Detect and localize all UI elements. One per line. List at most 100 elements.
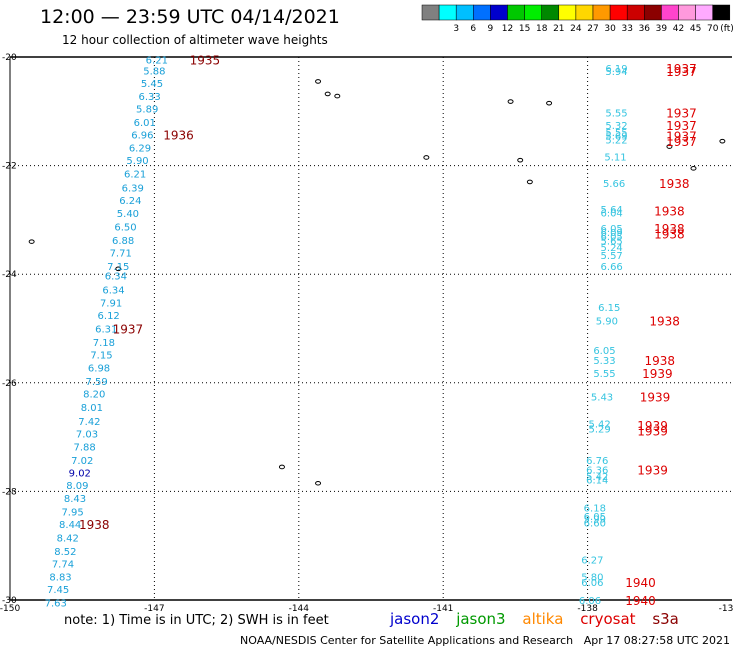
wave-height-value: 5.90 bbox=[596, 316, 618, 327]
island-outline bbox=[507, 99, 514, 104]
wave-height-value: 6.15 bbox=[598, 303, 620, 314]
colorbar-tick: 45 bbox=[690, 24, 701, 34]
legend-jason2: jason2 bbox=[390, 610, 440, 628]
colorbar-tick: 6 bbox=[470, 24, 476, 34]
island-outline bbox=[315, 480, 322, 486]
wave-height-value: 5.55 bbox=[605, 108, 627, 119]
island-outline bbox=[278, 464, 285, 470]
wave-height-value: 5.43 bbox=[591, 392, 613, 403]
lat-tick-label: -24 bbox=[2, 270, 17, 280]
colorbar-tick: 21 bbox=[553, 24, 564, 34]
wave-height-value: 6.01 bbox=[134, 118, 156, 129]
lon-tick-label: -138 bbox=[577, 604, 598, 614]
time-label: 1937 bbox=[666, 135, 697, 149]
wave-height-value: 6.05 bbox=[601, 224, 623, 235]
colorbar-tick: 12 bbox=[502, 24, 513, 34]
wave-height-value: 6.05 bbox=[601, 232, 623, 243]
wave-height-value: 7.42 bbox=[78, 417, 100, 428]
wave-height-value: 6.36 bbox=[586, 466, 608, 477]
wave-height-value: 5.89 bbox=[136, 105, 158, 116]
footer-timestamp: Apr 17 08:27:58 UTC 2021 bbox=[583, 634, 730, 647]
footnote: note: 1) Time is in UTC; 2) SWH is in fe… bbox=[64, 613, 329, 628]
time-label: 1936 bbox=[163, 129, 194, 143]
wave-height-value: 5.94 bbox=[605, 67, 627, 78]
wave-height-value: 5.33 bbox=[593, 356, 615, 367]
wave-height-value: 7.74 bbox=[52, 560, 74, 571]
colorbar-tick: 36 bbox=[639, 24, 651, 34]
lon-tick-label: -150 bbox=[0, 604, 20, 614]
wave-height-value: 5.66 bbox=[603, 179, 625, 190]
wave-height-value: 7.45 bbox=[47, 585, 69, 596]
wave-height-value: 6.31 bbox=[95, 325, 117, 336]
lon-tick-label: -147 bbox=[144, 604, 164, 614]
wave-height-value: 8.83 bbox=[49, 573, 71, 584]
colorbar-tick: 27 bbox=[587, 24, 598, 34]
map-title: 12:00 — 23:59 UTC 04/14/2021 bbox=[40, 6, 340, 28]
wave-height-value: 5.29 bbox=[589, 424, 611, 435]
island-outline bbox=[315, 79, 322, 84]
island-outline bbox=[423, 155, 430, 160]
wave-height-value: 5.99 bbox=[584, 515, 606, 526]
wave-height-value: 7.03 bbox=[76, 429, 98, 440]
wave-height-value: 5.65 bbox=[601, 237, 623, 248]
wave-height-value: 5.55 bbox=[593, 369, 615, 380]
island-outline bbox=[526, 179, 533, 185]
wave-height-value: 6.96 bbox=[131, 131, 153, 142]
time-label: 1938 bbox=[654, 227, 685, 241]
wave-height-value: 6.66 bbox=[601, 262, 623, 273]
wave-height-value: 5.90 bbox=[126, 156, 148, 167]
wave-height-value: 7.71 bbox=[110, 248, 132, 259]
footer-credit: NOAA/NESDIS Center for Satellite Applica… bbox=[240, 634, 574, 647]
time-label: 1935 bbox=[190, 54, 221, 68]
time-label: 1937 bbox=[666, 65, 697, 79]
map-subtitle: 12 hour collection of altimeter wave hei… bbox=[62, 33, 328, 47]
wave-height-value: 6.27 bbox=[581, 555, 603, 566]
wave-height-value: 6.19 bbox=[605, 64, 627, 75]
wave-height-value: 6.34 bbox=[102, 285, 124, 296]
colorbar-tick: 30 bbox=[604, 24, 616, 34]
lon-tick-label: -13 bbox=[719, 604, 734, 614]
wave-height-value: 7.95 bbox=[61, 507, 83, 518]
wave-height-value: 6.98 bbox=[88, 364, 110, 375]
wave-height-value: 6.29 bbox=[129, 144, 151, 155]
wave-height-value: 8.44 bbox=[59, 520, 81, 531]
wave-height-value: 7.02 bbox=[71, 456, 93, 467]
wave-height-value: 6.09 bbox=[601, 228, 623, 239]
wave-height-value: 7.91 bbox=[100, 298, 122, 309]
time-label: 1937 bbox=[666, 119, 697, 133]
wave-height-value: 6.33 bbox=[138, 92, 160, 103]
wave-height-value: 5.69 bbox=[605, 132, 627, 143]
wave-height-value: 6.60 bbox=[584, 518, 606, 529]
wave-height-value: 6.76 bbox=[586, 456, 608, 467]
time-label: 1938 bbox=[654, 222, 685, 236]
wave-height-value: 5.40 bbox=[117, 209, 139, 220]
time-label: 1938 bbox=[654, 205, 685, 219]
time-label: 1938 bbox=[79, 518, 110, 532]
colorbar-swatch bbox=[712, 4, 731, 21]
lat-tick-label: -20 bbox=[2, 53, 17, 63]
legend-s3a: s3a bbox=[652, 610, 679, 628]
wave-height-value: 5.42 bbox=[589, 420, 611, 431]
wave-height-value: 5.55 bbox=[605, 128, 627, 139]
wave-height-value: 7.18 bbox=[93, 338, 115, 349]
time-label: 1937 bbox=[666, 62, 697, 76]
wave-height-value: 6.34 bbox=[105, 271, 127, 282]
colorbar-unit: (ft) bbox=[720, 24, 734, 34]
time-label: 1938 bbox=[659, 177, 690, 191]
island-outline bbox=[115, 266, 122, 272]
colorbar-tick: 18 bbox=[536, 24, 548, 34]
wave-height-value: 7.63 bbox=[45, 599, 67, 610]
island-outline bbox=[324, 91, 331, 97]
colorbar-tick: 15 bbox=[519, 24, 530, 34]
time-label: 1939 bbox=[637, 419, 668, 433]
wave-height-value: 5.57 bbox=[601, 251, 623, 262]
colorbar-tick: 3 bbox=[453, 24, 459, 34]
island-outline bbox=[719, 138, 726, 144]
wave-height-value: 6.14 bbox=[586, 475, 608, 486]
colorbar-tick: 70 bbox=[707, 24, 719, 34]
lon-tick-label: -141 bbox=[433, 604, 453, 614]
lat-tick-label: -22 bbox=[2, 162, 17, 172]
island-outline bbox=[28, 239, 35, 244]
time-label: 1939 bbox=[637, 464, 668, 478]
